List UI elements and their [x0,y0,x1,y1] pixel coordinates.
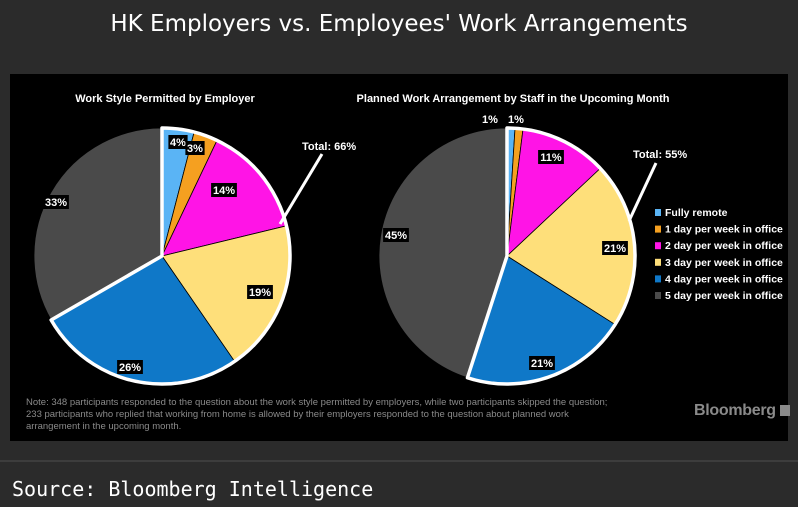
pie-0-group-outline [49,126,292,386]
legend-swatch-2 [655,242,661,250]
pie-1-label-2: 11% [540,152,562,164]
pie-0-annotation-line [278,153,324,225]
pie-1-label-0-bg [480,112,500,126]
pie-1-label-4-bg [529,356,555,370]
legend-swatch-1 [655,225,661,233]
pie-1-label-4: 21% [531,358,553,370]
pie-1-label-0: 1% [482,114,498,126]
pie-1-label-3-bg [602,241,628,255]
page-title: HK Employers vs. Employees' Work Arrange… [110,11,688,37]
legend-item-0: Fully remote [665,207,728,219]
legend-item-4: 4 day per week in office [665,273,783,285]
pie-0-label-3-bg [247,285,273,299]
source-caption: Source: Bloomberg Intelligence [12,477,374,501]
legend-swatch-0 [655,209,661,216]
pie-0-label-1-bg [185,141,205,155]
legend-swatch-5 [655,292,661,299]
pie-0-annotation: Total: 66% [302,141,356,153]
footer-divider [0,460,798,462]
pie-0-label-2: 14% [213,185,235,197]
pie-1-group-outline [465,126,637,386]
pie-0-slice-5 [33,127,163,321]
legend-swatch-3 [655,258,661,266]
pie-0-label-5: 33% [45,197,67,209]
pie-0-title: Work Style Permitted by Employer [75,93,255,105]
pie-0-label-2-bg [211,183,237,197]
pie-1-label-1: 1% [508,114,524,126]
pie-1-label-5-bg [383,228,409,242]
legend-item-3: 3 day per week in office [665,257,783,269]
logo-mark-icon [779,405,790,416]
pie-1-annotation: Total: 55% [633,149,687,161]
logo-text: Bloomberg [694,402,776,419]
pie-1-title: Planned Work Arrangement by Staff in the… [357,93,670,105]
pie-0-label-0-bg [168,135,188,149]
chart-note: Note: 348 participants responded to the … [26,397,608,432]
legend-item-2: 2 day per week in office [665,240,783,252]
pie-1-label-1-bg [506,112,526,126]
pie-1-slice-5 [378,127,508,379]
chart-svg: Work Style Permitted by Employer 4% 3% 14% 1… [33,93,783,386]
pie-1-label-2-bg [538,150,564,164]
pie-0-label-3: 19% [249,287,271,299]
chart-panel: Work Style Permitted by Employer 4% 3% 14% 1… [10,74,788,441]
pie-1-label-3: 21% [604,243,626,255]
legend-item-1: 1 day per week in office [665,224,783,236]
legend-item-5: 5 day per week in office [665,290,783,302]
legend-swatch-4 [655,275,661,283]
pie-1-label-5: 45% [385,230,407,242]
pie-0-label-4-bg [117,360,143,374]
pie-0-label-1: 3% [187,143,203,155]
bloomberg-logo: Bloomberg [694,402,790,420]
pie-0-label-4: 26% [119,362,141,374]
pie-0-label-5-bg [43,195,69,209]
pie-0-label-0: 4% [170,137,186,149]
pie-1-annotation-line [627,162,658,222]
